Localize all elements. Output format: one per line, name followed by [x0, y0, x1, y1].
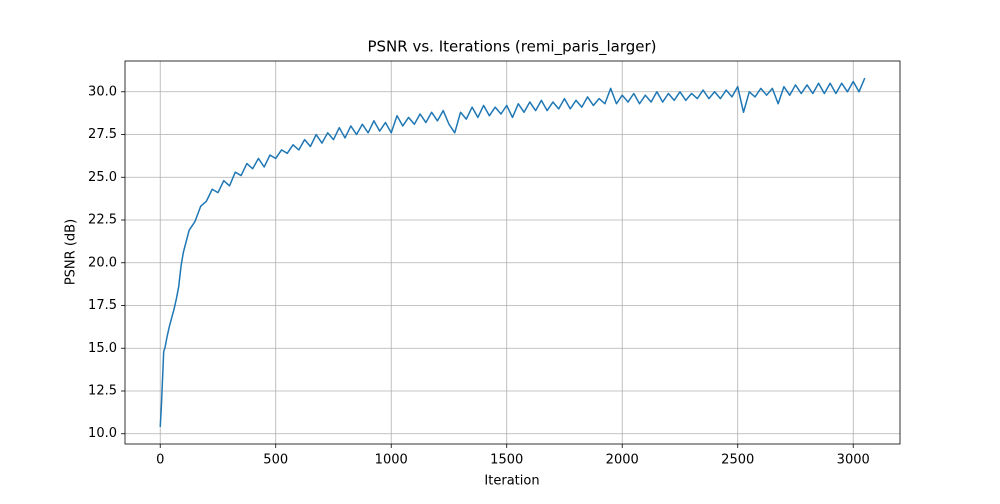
x-tick-label: 3000 [837, 453, 870, 468]
x-tick-label: 0 [156, 453, 164, 468]
y-tick-label: 27.5 [88, 127, 117, 142]
x-tick-label: 2500 [721, 453, 754, 468]
x-axis-label: Iteration [484, 474, 539, 489]
y-tick-label: 12.5 [88, 383, 117, 398]
y-tick-label: 20.0 [88, 255, 117, 270]
y-tick-label: 25.0 [88, 170, 117, 185]
x-tick-label: 500 [263, 453, 288, 468]
x-tick-label: 2000 [606, 453, 639, 468]
y-tick-label: 10.0 [88, 426, 117, 441]
chart-title: PSNR vs. Iterations (remi_paris_larger) [367, 38, 656, 57]
data-line [159, 77, 866, 427]
plot-frame [124, 60, 901, 445]
y-tick-label: 22.5 [88, 213, 117, 228]
x-tick-label: 1000 [375, 453, 408, 468]
x-tick-label: 1500 [490, 453, 523, 468]
y-tick-label: 30.0 [88, 84, 117, 99]
y-axis-label: PSNR (dB) [64, 219, 79, 285]
y-tick-label: 15.0 [88, 341, 117, 356]
y-tick-label: 17.5 [88, 298, 117, 313]
